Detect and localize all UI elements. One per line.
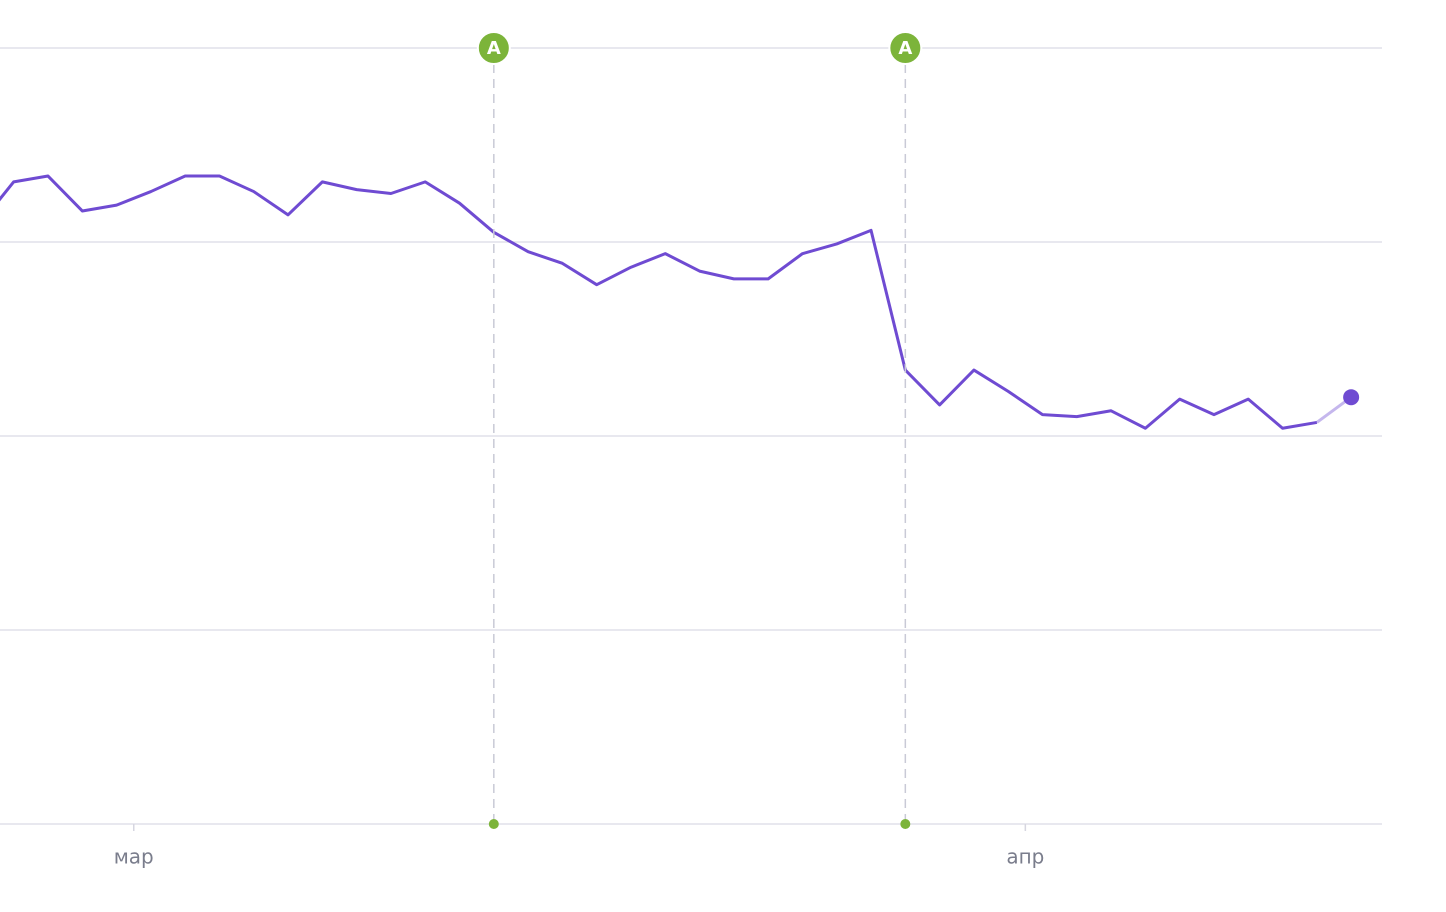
plot-area bbox=[0, 174, 1360, 430]
series-line bbox=[0, 174, 1318, 430]
annotation-dot bbox=[488, 819, 499, 829]
annotation-label: A bbox=[487, 38, 501, 59]
annotation-badge bbox=[476, 31, 511, 65]
annotation-label: A bbox=[898, 38, 912, 59]
x-tick-label: мар bbox=[114, 845, 154, 869]
annotation-dot bbox=[900, 819, 911, 829]
x-tick-label: апр bbox=[1006, 845, 1044, 869]
annotation-badge bbox=[888, 31, 923, 65]
last-point bbox=[1343, 389, 1360, 406]
